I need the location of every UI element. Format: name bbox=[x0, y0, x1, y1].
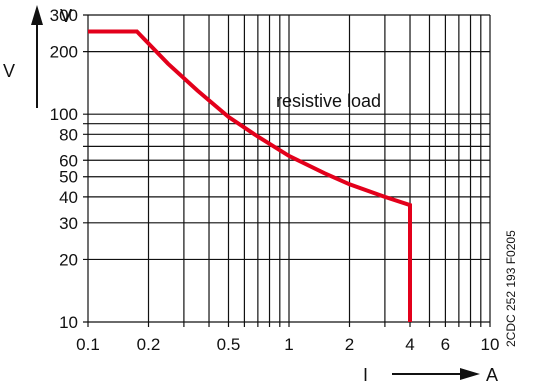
x-tick-label: 4 bbox=[405, 335, 414, 354]
x-tick-label: 10 bbox=[481, 335, 500, 354]
grid bbox=[83, 14, 491, 327]
drawing-code: 2CDC 252 193 F0205 bbox=[504, 230, 518, 347]
y-tick-label: 10 bbox=[59, 313, 78, 332]
series-line-resistive-load bbox=[88, 29, 412, 322]
x-axis-label: I bbox=[363, 365, 368, 385]
series-layer bbox=[88, 29, 412, 322]
y-tick-label: 80 bbox=[59, 125, 78, 144]
y-tick-label: 20 bbox=[59, 250, 78, 269]
x-tick-label: 2 bbox=[345, 335, 354, 354]
y-unit-side: V bbox=[3, 61, 15, 81]
y-unit-top: V bbox=[60, 6, 72, 26]
annotation-resistive-load: resistive load bbox=[276, 91, 381, 111]
x-unit: A bbox=[486, 365, 498, 385]
x-tick-label: 6 bbox=[441, 335, 450, 354]
y-tick-label: 300 bbox=[50, 6, 78, 25]
y-tick-label: 40 bbox=[59, 188, 78, 207]
x-tick-label: 0.2 bbox=[137, 335, 161, 354]
x-tick-label: 1 bbox=[284, 335, 293, 354]
y-tick-label: 200 bbox=[50, 43, 78, 62]
y-tick-label: 30 bbox=[59, 214, 78, 233]
x-axis-arrow-head bbox=[460, 368, 480, 380]
x-tick-label: 0.1 bbox=[76, 335, 100, 354]
y-tick-label: 100 bbox=[50, 105, 78, 124]
x-tick-label: 0.5 bbox=[217, 335, 241, 354]
y-axis-arrow-head bbox=[31, 5, 43, 25]
y-tick-label: 50 bbox=[59, 168, 78, 187]
y-tick-label: 60 bbox=[59, 151, 78, 170]
